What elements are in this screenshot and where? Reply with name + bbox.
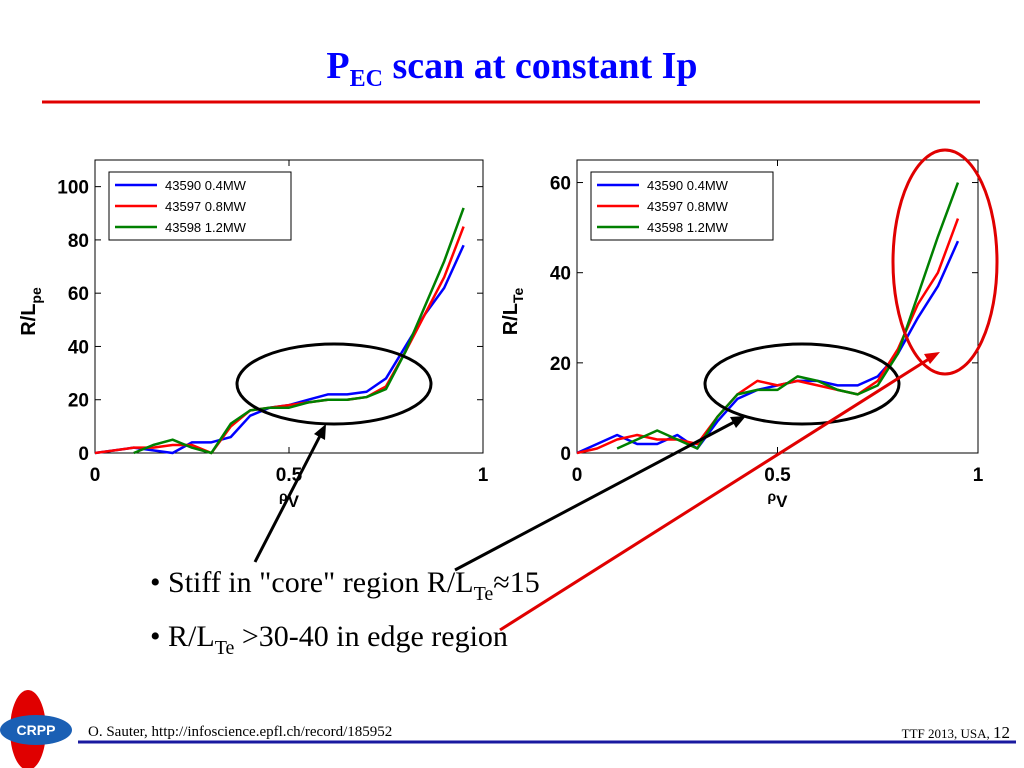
y-tick-label: 40 xyxy=(68,337,89,358)
y-label-main: R/L xyxy=(18,304,40,336)
x-label-main: ρ xyxy=(279,488,288,504)
y-axis-label: R/Lpe xyxy=(18,287,44,336)
bullet-rest: ≈15 xyxy=(493,566,539,599)
x-tick-label: 0 xyxy=(90,465,101,486)
bullet: • R/LTe >30-40 in edge region xyxy=(150,620,508,659)
bullet-dot: • xyxy=(150,620,161,653)
legend-label: 43597 0.8MW xyxy=(647,199,729,214)
footer-right: TTF 2013, USA, 12 xyxy=(902,723,1010,742)
annotations xyxy=(235,148,999,632)
x-axis-label: ρV xyxy=(767,488,788,511)
legend-label: 43598 1.2MW xyxy=(165,220,247,235)
chart: 0 20 40 60 0 0.5 1 R/LTe ρV 43590 0.4MW 43597 0.8M… xyxy=(500,159,984,511)
title-main: P xyxy=(326,45,349,87)
x-tick-label: 0 xyxy=(572,465,583,486)
data-line xyxy=(133,207,465,455)
bullet-text: Stiff in "core" region R/L xyxy=(161,566,474,599)
edge-ellipse xyxy=(891,148,999,376)
core-ellipse xyxy=(235,342,433,426)
x-tick-label: 1 xyxy=(973,465,984,486)
arrow xyxy=(499,355,933,632)
logo-text: CRPP xyxy=(17,722,56,738)
x-tick-label: 1 xyxy=(478,465,489,486)
legend-label: 43597 0.8MW xyxy=(165,199,247,214)
y-tick-label: 60 xyxy=(550,174,571,195)
y-tick-label: 20 xyxy=(550,354,571,375)
core-ellipse xyxy=(703,342,901,426)
y-label-sub: Te xyxy=(510,288,526,304)
logo-blue xyxy=(0,715,72,745)
bullet-rest: >30-40 in edge region xyxy=(234,620,508,653)
y-tick-label: 40 xyxy=(550,264,571,285)
x-label-main: ρ xyxy=(767,488,776,504)
arrow xyxy=(454,418,739,572)
y-tick-label: 0 xyxy=(560,444,571,465)
bullet-text: R/L xyxy=(161,620,215,653)
bullet-sub: Te xyxy=(215,637,235,659)
footer-left: O. Sauter, http://infoscience.epfl.ch/re… xyxy=(88,724,392,740)
y-axis-label: R/LTe xyxy=(500,288,526,336)
page-number: 12 xyxy=(993,723,1010,742)
data-line xyxy=(616,182,960,450)
arrowhead xyxy=(314,424,326,440)
y-tick-label: 100 xyxy=(57,178,89,199)
arrow xyxy=(253,431,324,563)
legend-label: 43590 0.4MW xyxy=(165,178,247,193)
bullet: • Stiff in "core" region R/LTe≈15 xyxy=(150,566,540,605)
y-label-sub: pe xyxy=(28,287,44,304)
y-tick-label: 80 xyxy=(68,231,89,252)
footer-venue: TTF 2013, USA, xyxy=(902,726,993,741)
y-tick-label: 60 xyxy=(68,284,89,305)
y-tick-label: 20 xyxy=(68,391,89,412)
x-label-sub: V xyxy=(776,492,788,511)
slide-title: PEC scan at constant Ip xyxy=(326,45,697,92)
bullet-dot: • xyxy=(150,566,161,599)
title-rest: scan at constant Ip xyxy=(383,45,698,87)
title-sub: EC xyxy=(350,66,383,92)
arrowhead xyxy=(924,352,940,364)
bullet-sub: Te xyxy=(474,583,494,605)
x-tick-label: 0.5 xyxy=(764,465,791,486)
x-label-sub: V xyxy=(288,492,300,511)
x-axis-label: ρV xyxy=(279,488,300,511)
arrowhead xyxy=(730,416,746,428)
y-tick-label: 0 xyxy=(78,444,89,465)
y-label-main: R/L xyxy=(500,303,522,335)
data-line xyxy=(576,218,960,455)
legend-label: 43590 0.4MW xyxy=(647,178,729,193)
legend-label: 43598 1.2MW xyxy=(647,220,729,235)
